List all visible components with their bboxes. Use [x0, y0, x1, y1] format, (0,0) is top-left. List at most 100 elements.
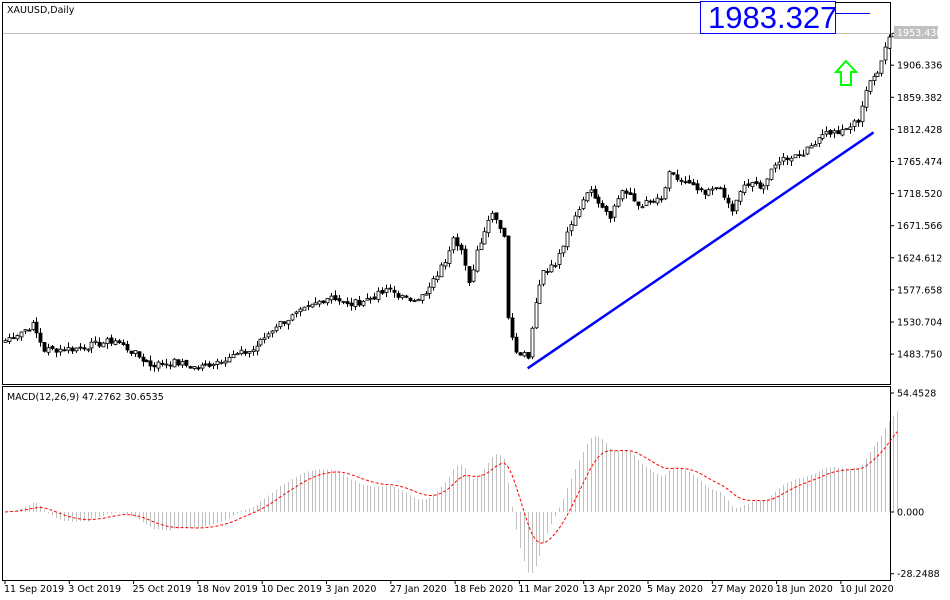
date-tick: 10 Jul 2020 [840, 584, 894, 595]
signal-line [4, 431, 898, 544]
candle [872, 73, 877, 86]
date-tick: 3 Oct 2019 [68, 584, 121, 595]
candle [156, 360, 161, 372]
candle [868, 79, 873, 95]
candle [545, 268, 550, 276]
candle [180, 358, 185, 368]
candle [593, 185, 598, 199]
candle [754, 176, 759, 186]
candle [46, 343, 51, 356]
macd-panel-border [2, 386, 891, 581]
candle [168, 361, 173, 370]
price-tick: 1812.428 [897, 125, 942, 136]
candle [632, 188, 637, 202]
candle [310, 303, 315, 308]
candle [160, 359, 165, 367]
candle [628, 187, 633, 195]
candle [506, 235, 511, 320]
candle [569, 220, 574, 236]
price-label-text: 1983.327 [708, 0, 837, 35]
candle [655, 193, 660, 206]
candle [424, 290, 429, 296]
candle [251, 346, 256, 356]
candle [38, 327, 43, 347]
candle [761, 183, 766, 194]
candle [82, 344, 87, 352]
candle [557, 249, 562, 269]
candle [368, 296, 373, 304]
candle [412, 298, 417, 303]
price-tick: 1624.612 [897, 253, 942, 264]
candle [561, 245, 566, 257]
candle [616, 195, 621, 208]
candle [298, 306, 303, 317]
candle [490, 210, 495, 223]
candle [101, 341, 106, 348]
candle [801, 149, 806, 157]
price-tick: 1483.750 [897, 350, 942, 361]
candle [207, 361, 212, 368]
candle [479, 238, 484, 251]
candle [184, 359, 189, 368]
candle [408, 297, 413, 303]
candle [769, 168, 774, 181]
candle [262, 332, 267, 344]
candle [286, 319, 291, 330]
candle [471, 264, 476, 283]
candle [133, 350, 138, 357]
candle [129, 350, 134, 357]
candle [325, 297, 330, 306]
candle [577, 206, 582, 219]
candle [278, 320, 283, 330]
candle [620, 189, 625, 202]
candle [691, 178, 696, 186]
date-tick: 27 Jan 2020 [390, 584, 447, 595]
candle [714, 187, 719, 191]
candle [663, 186, 668, 201]
candle [608, 210, 613, 223]
candle [141, 353, 146, 367]
candle [565, 226, 570, 251]
candle [781, 152, 786, 166]
candle [341, 300, 346, 305]
candle [805, 146, 810, 156]
candle [345, 297, 350, 307]
candle [113, 338, 118, 346]
candle [726, 194, 731, 209]
candle [211, 362, 216, 369]
macd-tick: 54.4528 [897, 389, 936, 400]
candle [365, 293, 370, 301]
trendline[interactable] [526, 131, 875, 370]
candle [19, 331, 24, 341]
up-arrow-icon[interactable] [833, 59, 859, 86]
candle [15, 334, 20, 341]
candle [864, 86, 869, 112]
candle [302, 306, 307, 311]
date-tick: 3 Jan 2020 [326, 584, 377, 595]
candle [290, 313, 295, 322]
price-tick: 1859.382 [897, 93, 942, 104]
candle [600, 200, 605, 209]
candle [699, 186, 704, 193]
candle [687, 175, 692, 184]
price-tick: 1671.566 [897, 221, 942, 232]
candle [258, 338, 263, 347]
macd-label: MACD(12,26,9) 47.2762 30.6535 [7, 392, 164, 403]
candle [247, 351, 252, 358]
candle [11, 332, 16, 340]
candle [282, 321, 287, 327]
candle [34, 317, 39, 338]
candle [636, 201, 641, 210]
price-label-box[interactable] [700, 1, 836, 34]
candle [502, 227, 507, 238]
candle [648, 199, 653, 205]
candle [70, 346, 75, 355]
candle [706, 187, 711, 197]
candle [255, 340, 260, 356]
candle [243, 348, 248, 356]
candle [537, 279, 542, 305]
candle [640, 204, 645, 209]
candle [875, 71, 880, 77]
